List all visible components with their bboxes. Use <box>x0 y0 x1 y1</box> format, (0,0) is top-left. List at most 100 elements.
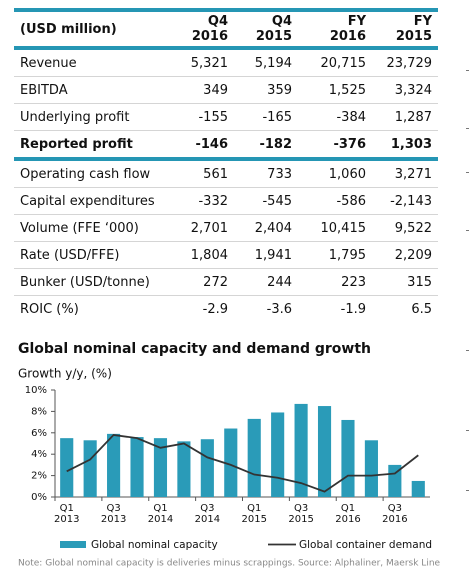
bar <box>411 480 425 497</box>
value-cell: 10,415 <box>298 214 372 242</box>
value-cell: 2,701 <box>172 214 234 242</box>
header-text: (USD million) <box>20 21 117 37</box>
header-cell: FY 2015 <box>372 10 438 50</box>
value-cell: 1,941 <box>234 241 298 269</box>
value-cell: 2,404 <box>234 214 298 242</box>
header-text: FY 2016 <box>329 14 366 44</box>
bullet <box>466 128 469 129</box>
financial-table: (USD million) Q4 2016 Q4 2015 FY 2016 FY 201… <box>14 8 438 322</box>
bar <box>200 439 214 497</box>
value-cell: 1,795 <box>298 241 372 269</box>
value-cell: -182 <box>234 130 298 161</box>
value-cell: 733 <box>234 159 298 188</box>
value-cell: 1,525 <box>298 76 372 104</box>
row-label: Revenue <box>14 48 172 77</box>
header-row: (USD million) Q4 2016 Q4 2015 FY 2016 FY 201… <box>14 10 438 50</box>
chart-title: Global nominal capacity and demand growt… <box>18 341 371 357</box>
value-cell: 223 <box>298 268 372 296</box>
x-tick-text: Q3 2016 <box>382 503 408 525</box>
legend-swatch <box>60 541 86 548</box>
table-row: Operating cash flow 561 733 1,060 3,271 <box>14 159 438 188</box>
value-cell: 23,729 <box>372 48 438 77</box>
bar <box>271 412 285 497</box>
value-cell: 5,194 <box>234 48 298 77</box>
table-row: Revenue 5,321 5,194 20,715 23,729 <box>14 48 438 77</box>
x-tick-label: Q1 2014 <box>140 503 180 525</box>
value-cell: 6.5 <box>411 301 432 317</box>
table-row: Capital expenditures -332 -545 -586 -2,143 <box>14 187 438 215</box>
value-cell: -146 <box>172 130 234 161</box>
bar <box>317 406 332 497</box>
value-cell: -3.6 <box>266 301 292 317</box>
x-tick-text: Q1 2013 <box>53 503 80 525</box>
legend-label: Global container demand <box>299 539 432 551</box>
value-cell: -332 <box>172 187 234 215</box>
bar <box>341 419 355 497</box>
row-label: Bunker (USD/tonne) <box>14 268 172 296</box>
value-cell: 20,715 <box>298 48 372 77</box>
x-tick-label: Q1 2013 <box>47 503 87 525</box>
table-row: EBITDA 349 359 1,525 3,324 <box>14 76 438 104</box>
bar <box>364 440 378 497</box>
y-axis-label: Growth y/y, (%) <box>18 367 112 381</box>
value-cell: 315 <box>372 268 438 296</box>
row-label: Operating cash flow <box>14 159 172 188</box>
bar <box>107 433 121 497</box>
value-cell: 349 <box>172 76 234 104</box>
x-tick-text: Q3 2013 <box>100 503 127 525</box>
x-tick-text: Q1 2015 <box>241 503 267 525</box>
x-tick-text: Q3 2015 <box>288 503 314 525</box>
table-row: Rate (USD/FFE) 1,804 1,941 1,795 2,209 <box>14 241 438 269</box>
bar <box>60 438 74 497</box>
header-cell: Q4 2015 <box>234 10 298 50</box>
legend-label: Global nominal capacity <box>91 539 218 551</box>
x-tick-text: Q1 2014 <box>147 503 174 525</box>
row-label: Rate (USD/FFE) <box>14 241 172 269</box>
value-cell: 244 <box>234 268 298 296</box>
value-cell: 561 <box>172 159 234 188</box>
table-row: Bunker (USD/tonne) 272 244 223 315 <box>14 268 438 296</box>
value-cell: 1,303 <box>372 130 438 161</box>
x-tick-label: Q3 2014 <box>187 503 227 525</box>
value-cell: 1,060 <box>298 159 372 188</box>
bar <box>294 403 308 497</box>
table-row: Volume (FFE ‘000) 2,701 2,404 10,415 9,522 <box>14 214 438 242</box>
value-cell: -545 <box>234 187 298 215</box>
value-cell: -2,143 <box>372 187 438 215</box>
bullet <box>466 70 469 71</box>
row-label: Reported profit <box>14 130 172 161</box>
bar <box>177 441 191 497</box>
x-tick-label: Q1 2015 <box>234 503 274 525</box>
header-text: FY 2015 <box>395 14 432 44</box>
bar <box>247 418 261 497</box>
header-text: Q4 2015 <box>255 14 292 44</box>
bullet <box>466 230 469 231</box>
x-tick-text: Q1 2016 <box>335 503 361 525</box>
table-row: ROIC (%) -2.9 -3.6 -1.9 6.5 <box>14 296 438 323</box>
value-cell: -384 <box>298 103 372 131</box>
bullet <box>466 490 469 491</box>
value-cell: 359 <box>234 76 298 104</box>
bullet <box>466 350 469 351</box>
bar <box>224 428 238 497</box>
row-label: ROIC (%) <box>20 301 79 317</box>
bullet <box>466 430 469 431</box>
x-tick-label: Q3 2015 <box>281 503 321 525</box>
value-cell: -376 <box>298 130 372 161</box>
note: Note: Global nominal capacity is deliver… <box>18 559 441 569</box>
bar <box>83 440 97 497</box>
value-cell: -586 <box>298 187 372 215</box>
x-tick-text: Q3 2014 <box>194 503 221 525</box>
header-text: Q4 2016 <box>191 14 228 44</box>
value-cell: 272 <box>172 268 234 296</box>
value-cell: -155 <box>172 103 234 131</box>
table-row: Reported profit -146 -182 -376 1,303 <box>14 130 438 161</box>
value-cell: 1,287 <box>372 103 438 131</box>
value-cell: 2,209 <box>372 241 438 269</box>
value-cell: 9,522 <box>372 214 438 242</box>
line <box>66 433 419 493</box>
y-tick-label: 4% <box>31 449 47 460</box>
table-row: Underlying profit -155 -165 -384 1,287 <box>14 103 438 131</box>
